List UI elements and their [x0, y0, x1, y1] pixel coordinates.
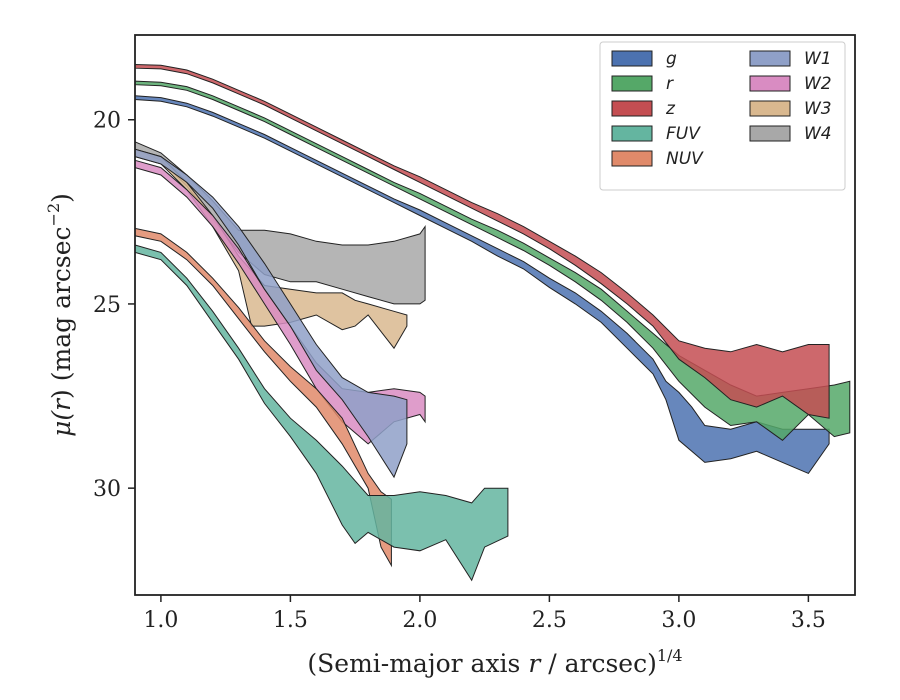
legend-swatch-w2 [749, 75, 791, 92]
x-axis-ticks: 1.0 1.5 2.0 2.5 3.0 3.5 [143, 595, 826, 633]
legend-label-nuv: NUV [666, 149, 704, 169]
legend-swatch-w3 [749, 100, 791, 117]
legend-label-g: g [666, 49, 677, 69]
x-tick-label: 2.0 [402, 608, 437, 633]
x-axis-label: (Semi-major axis r / arcsec)1/4 [307, 646, 682, 678]
legend: grz FUV NUV W1 W2 W3 W4 [599, 41, 846, 191]
legend-items: grz FUV NUV W1 W2 W3 W4 [611, 49, 832, 169]
y-tick-label: 25 [93, 293, 121, 318]
band-r [134, 80, 851, 441]
band-w1 [134, 148, 408, 479]
band-fuv [134, 244, 509, 582]
band-w4 [134, 141, 426, 305]
legend-label-w3: W3 [804, 99, 832, 119]
plot-frame [134, 34, 856, 596]
legend-label-w4: W4 [804, 124, 832, 144]
legend-swatch-w1 [749, 50, 791, 67]
legend-swatch-fuv [611, 125, 653, 142]
band-z [134, 63, 830, 419]
x-tick-label: 1.5 [273, 608, 308, 633]
x-tick-label: 1.0 [143, 608, 178, 633]
legend-label-z: z [665, 99, 676, 119]
y-axis-label: μ(r) (mag arcsec−2) [44, 193, 76, 437]
legend-swatch-w4 [749, 125, 791, 142]
legend-swatch-r [611, 75, 653, 92]
x-tick-label: 2.5 [532, 608, 567, 633]
y-tick-label: 30 [93, 477, 121, 502]
legend-label-r: r [666, 74, 674, 94]
legend-label-w2: W2 [804, 74, 832, 94]
legend-swatch-nuv [611, 150, 653, 167]
x-tick-label: 3.5 [791, 608, 826, 633]
y-tick-label: 20 [93, 109, 121, 134]
x-tick-label: 3.0 [661, 608, 696, 633]
legend-label-w1: W1 [804, 49, 832, 69]
legend-label-fuv: FUV [666, 124, 701, 144]
band-nuv [134, 227, 392, 568]
y-axis-ticks: 20 25 30 [93, 109, 135, 502]
band-layer [134, 63, 851, 582]
legend-swatch-z [611, 100, 653, 117]
legend-swatch-g [611, 50, 653, 67]
band-g [134, 95, 830, 475]
